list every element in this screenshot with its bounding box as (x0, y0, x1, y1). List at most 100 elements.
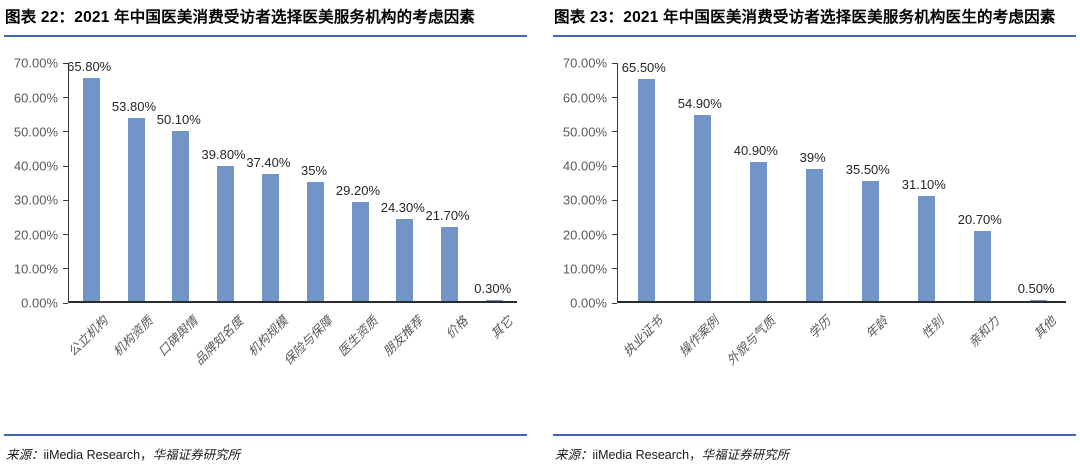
source-agency: iiMedia Research， (592, 448, 702, 462)
bar-slot: 0.30% (472, 63, 517, 302)
figure-23-title-rule (553, 35, 1076, 38)
y-tick-label: 10.00% (13, 261, 58, 277)
y-tick-label: 10.00% (562, 261, 607, 277)
figure-22-source: 来源：iiMedia Research，华福证券研究所 (4, 434, 527, 463)
x-category-label: 操作案例 (676, 314, 722, 360)
y-tick-mark (612, 234, 617, 236)
y-tick-mark (612, 62, 617, 64)
x-slot: 性别 (898, 303, 954, 397)
x-slot: 朋友推荐 (380, 303, 427, 397)
plot-area: 65.80% 53.80% 50.10% 39.80% 37.40% 35% 29.20% 2… (67, 59, 517, 304)
bar (973, 230, 991, 302)
x-axis-labels: 执业证书 操作案例 外貌与气质 学历 年龄 性别 亲和力 其他 (617, 303, 1066, 397)
x-slot: 保险与保障 (282, 303, 338, 397)
x-category-label: 年龄 (862, 314, 891, 342)
x-slot: 品牌知名度 (192, 303, 248, 397)
y-tick-label: 70.00% (13, 55, 58, 71)
bar (306, 182, 324, 302)
y-tick-label: 50.00% (13, 124, 58, 140)
bar-slot: 37.40% (246, 63, 293, 302)
bar (486, 300, 504, 302)
plot-area: 65.50% 54.90% 40.90% 39% 35.50% 31.10% 20.70% 0… (617, 59, 1066, 304)
y-tick-mark (612, 268, 617, 270)
source-agency: iiMedia Research， (43, 448, 153, 462)
bar-slot: 40.90% (730, 63, 786, 302)
y-tick-label: 40.00% (562, 158, 607, 174)
bar-value-label: 35% (301, 163, 328, 179)
bar-value-label: 0.30% (474, 281, 512, 297)
x-category-label: 价格 (442, 314, 471, 342)
bar-value-label: 24.30% (380, 199, 425, 215)
bar-slot: 20.70% (954, 63, 1010, 302)
figure-22-title-rule (4, 35, 527, 38)
bar-slot: 35.50% (842, 63, 898, 302)
bar (693, 114, 711, 302)
x-category-label: 外貌与气质 (723, 314, 779, 369)
x-slot: 执业证书 (617, 303, 673, 397)
bar (917, 195, 935, 302)
bar-value-label: 21.70% (425, 208, 470, 224)
chart-main: 65.80% 53.80% 50.10% 39.80% 37.40% 35% 29.20% 2… (66, 59, 517, 397)
y-axis: 70.00% 60.00% 50.00% 40.00% 30.00% 20.00% 10.0… (4, 56, 68, 311)
source-prefix: 来源： (555, 448, 593, 462)
bar-value-label: 35.50% (845, 161, 890, 177)
bar (637, 78, 655, 302)
y-tick-label: 0.00% (570, 295, 607, 311)
y-tick-label: 60.00% (562, 90, 607, 106)
bar-slot: 35% (293, 63, 338, 302)
bar-slot: 24.30% (380, 63, 428, 302)
y-tick-mark (63, 165, 68, 167)
bar-value-label: 40.90% (733, 143, 778, 159)
figure-23-title: 图表 23：2021 年中国医美消费受访者选择医美服务机构医生的考虑因素 (554, 9, 1056, 26)
bar-value-label: 20.70% (957, 211, 1002, 227)
y-tick-label: 70.00% (562, 55, 607, 71)
x-category-label: 其他 (1031, 314, 1059, 342)
y-tick-mark (612, 131, 617, 133)
bar-slot: 54.90% (674, 63, 730, 302)
bar-slot: 39% (786, 63, 842, 302)
figure-23-chart: 70.00% 60.00% 50.00% 40.00% 30.00% 20.00% 10.0… (553, 56, 1076, 397)
bar-slot: 39.80% (202, 63, 248, 302)
x-category-label: 执业证书 (620, 314, 666, 360)
bar-value-label: 29.20% (335, 182, 381, 198)
bar (82, 77, 100, 302)
source-prefix: 来源： (6, 448, 44, 462)
x-slot: 操作案例 (673, 303, 729, 397)
bar-value-label: 65.80% (67, 58, 112, 74)
bar (127, 118, 145, 302)
y-tick-label: 30.00% (562, 192, 607, 208)
x-slot: 价格 (427, 303, 472, 397)
bar-value-label: 0.50% (1017, 280, 1055, 296)
y-tick-label: 0.00% (21, 295, 58, 311)
x-category-label: 机构资质 (110, 314, 157, 360)
x-slot: 医生资质 (335, 303, 382, 397)
bar-slot: 65.50% (618, 59, 674, 302)
figure-23-source: 来源：iiMedia Research，华福证券研究所 (553, 434, 1076, 463)
y-tick-mark (612, 302, 617, 304)
x-slot: 亲和力 (954, 303, 1010, 397)
bar-value-label: 31.10% (901, 176, 946, 192)
y-tick-mark (612, 199, 617, 201)
y-tick-label: 20.00% (13, 227, 58, 243)
bar (805, 168, 823, 302)
x-slot: 机构资质 (111, 303, 158, 397)
bar-value-label: 39% (799, 149, 826, 165)
y-tick-mark (63, 62, 68, 64)
figure-22: 图表 22：2021 年中国医美消费受访者选择医美服务机构的考虑因素 70.00… (4, 6, 527, 463)
y-tick-mark (612, 97, 617, 99)
bar-slot: 0.50% (1010, 63, 1066, 302)
y-tick-mark (63, 97, 68, 99)
bar-slot: 21.70% (425, 63, 472, 302)
y-tick-mark (63, 131, 68, 133)
bar (351, 201, 369, 302)
x-category-label: 其它 (487, 314, 516, 342)
bar-value-label: 65.50% (621, 59, 666, 75)
y-tick-label: 60.00% (13, 90, 58, 106)
bar (396, 218, 414, 302)
x-category-label: 医生资质 (335, 314, 381, 360)
figure-23: 图表 23：2021 年中国医美消费受访者选择医美服务机构医生的考虑因素 70.… (553, 6, 1076, 463)
source-publisher: 华福证券研究所 (152, 448, 241, 462)
chart-main: 65.50% 54.90% 40.90% 39% 35.50% 31.10% 20.70% 0… (617, 59, 1066, 397)
y-tick-mark (63, 199, 68, 201)
figure-22-chart: 70.00% 60.00% 50.00% 40.00% 30.00% 20.00% 10.0… (4, 56, 527, 397)
